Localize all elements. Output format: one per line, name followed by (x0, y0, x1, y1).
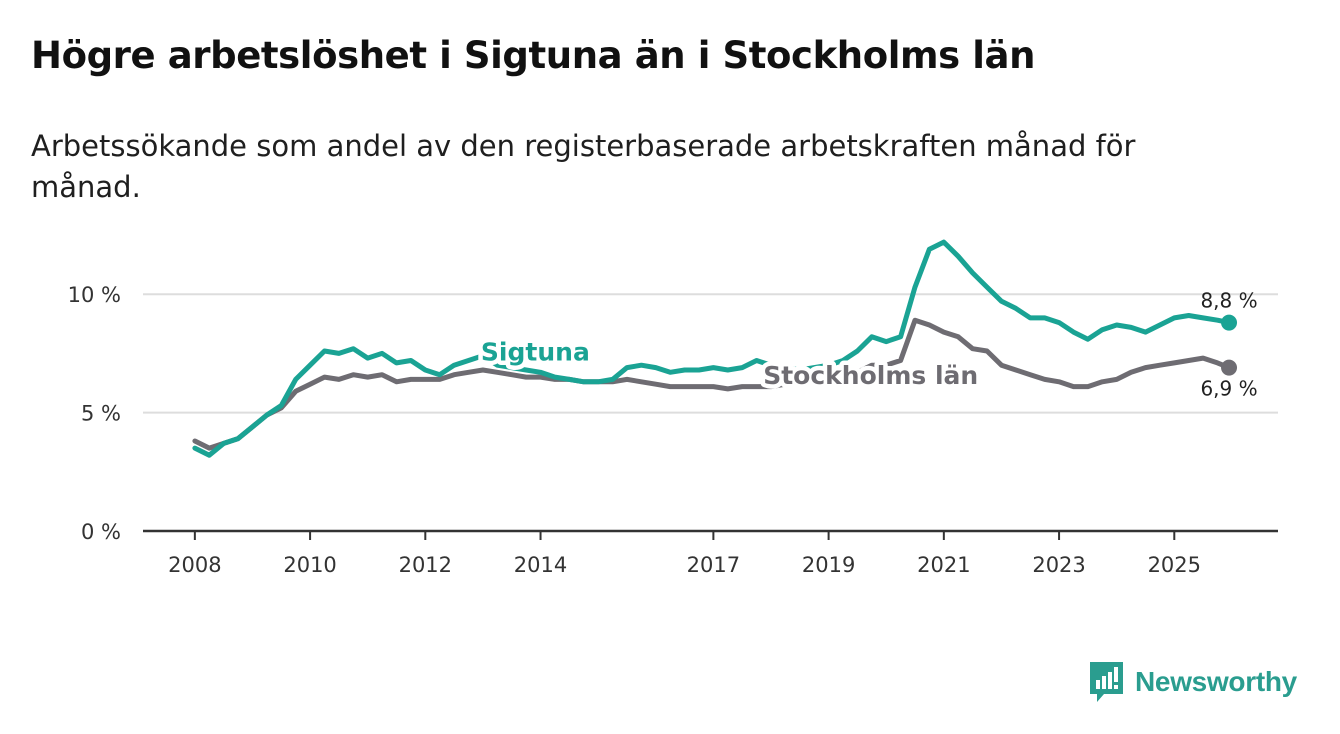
x-tick-label: 2008 (168, 553, 221, 577)
y-tick-labels: 0 % 5 % 10 % (68, 283, 121, 544)
series-lines (192, 239, 1238, 458)
chart-subtitle: Arbetssökande som andel av den registerb… (31, 129, 1136, 204)
sigtuna-series-label: Sigtuna (481, 338, 590, 367)
gridlines (143, 293, 1278, 414)
chart-title: Högre arbetslöshet i Sigtuna än i Stockh… (31, 34, 1036, 77)
sigtuna-endpoint (1221, 314, 1238, 331)
x-tick-label: 2021 (917, 553, 970, 577)
newsworthy-logo-icon (1090, 662, 1123, 702)
sigtuna-end-label: 8,8 % (1200, 289, 1257, 313)
x-tick-label: 2010 (283, 553, 336, 577)
y-tick-label: 5 % (81, 402, 121, 426)
x-tick-label: 2014 (514, 553, 567, 577)
newsworthy-brand[interactable]: Newsworthy (1088, 660, 1297, 704)
x-tick-label: 2019 (802, 553, 855, 577)
x-tick-label: 2017 (687, 553, 740, 577)
x-tick-label: 2012 (399, 553, 452, 577)
x-tick-label: 2025 (1148, 553, 1201, 577)
brand-name: Newsworthy (1135, 666, 1297, 697)
x-axis (143, 529, 1278, 540)
stockholm-series-label: Stockholms län (763, 361, 978, 390)
stockholm-end-label: 6,9 % (1200, 377, 1257, 401)
sigtuna-line (192, 239, 1232, 458)
y-tick-label: 10 % (68, 283, 121, 307)
series-labels: 8,8 % 6,9 % Sigtuna Stockholms län (476, 289, 1257, 401)
x-tick-label: 2023 (1032, 553, 1085, 577)
x-tick-labels: 2008 2010 2012 2014 2017 2019 2021 2023 2025 (168, 553, 1201, 577)
stockholm-line (192, 317, 1232, 451)
y-tick-label: 0 % (81, 520, 121, 544)
stockholm-endpoint (1221, 359, 1238, 376)
